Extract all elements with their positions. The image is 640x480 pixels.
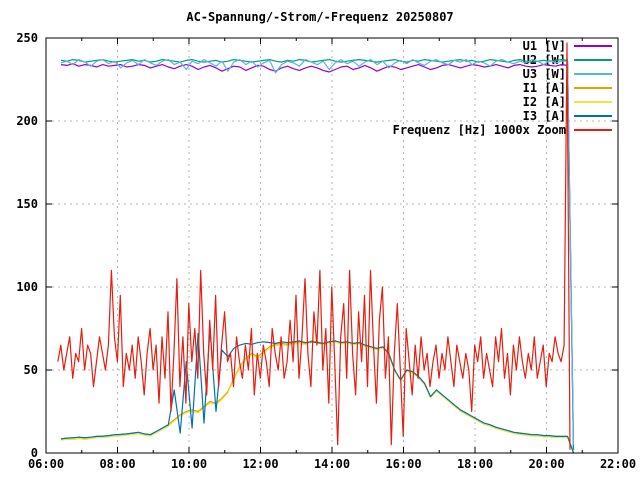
x-tick-label: 18:00 [457, 457, 493, 471]
legend-label-i2-a: I2 [A] [523, 95, 566, 109]
series-line-frequenz-hz-1000x-zoom [57, 42, 571, 450]
x-tick-label: 06:00 [28, 457, 64, 471]
legend-label-i1-a: I1 [A] [523, 81, 566, 95]
x-tick-label: 14:00 [314, 457, 350, 471]
x-tick-label: 08:00 [99, 457, 135, 471]
x-tick-label: 16:00 [385, 457, 421, 471]
y-tick-label: 100 [16, 280, 38, 294]
series-line-u3-w [60, 58, 575, 445]
x-tick-label: 10:00 [171, 457, 207, 471]
y-tick-label: 50 [24, 363, 38, 377]
y-tick-label: 250 [16, 31, 38, 45]
series-line-u2-w [60, 58, 575, 450]
legend-label-u3-w: U3 [W] [523, 67, 566, 81]
series-line-u1-v [60, 63, 575, 450]
legend-label-u1-v: U1 [V] [523, 39, 566, 53]
plot-generated-content: 0 50 100 150 200 250 06:00 08:00 10:00 12:00 14:00… [16, 31, 636, 471]
legend-label-i3-a: I3 [A] [523, 109, 566, 123]
x-tick-label: 12:00 [242, 457, 278, 471]
series-line-i1-a [60, 340, 575, 454]
x-tick-label: 22:00 [600, 457, 636, 471]
y-tick-label: 200 [16, 114, 38, 128]
series-line-i2-a [60, 341, 575, 454]
plot-frame [45, 37, 619, 454]
y-tick-label: 0 [31, 446, 38, 460]
x-tick-label: 20:00 [528, 457, 564, 471]
chart-title: AC-Spannung/-Strom/-Frequenz 20250807 [186, 10, 453, 24]
legend-label-frequenz-hz-1000x-zoom: Frequenz [Hz] 1000x Zoom [393, 123, 566, 137]
y-tick-label: 150 [16, 197, 38, 211]
